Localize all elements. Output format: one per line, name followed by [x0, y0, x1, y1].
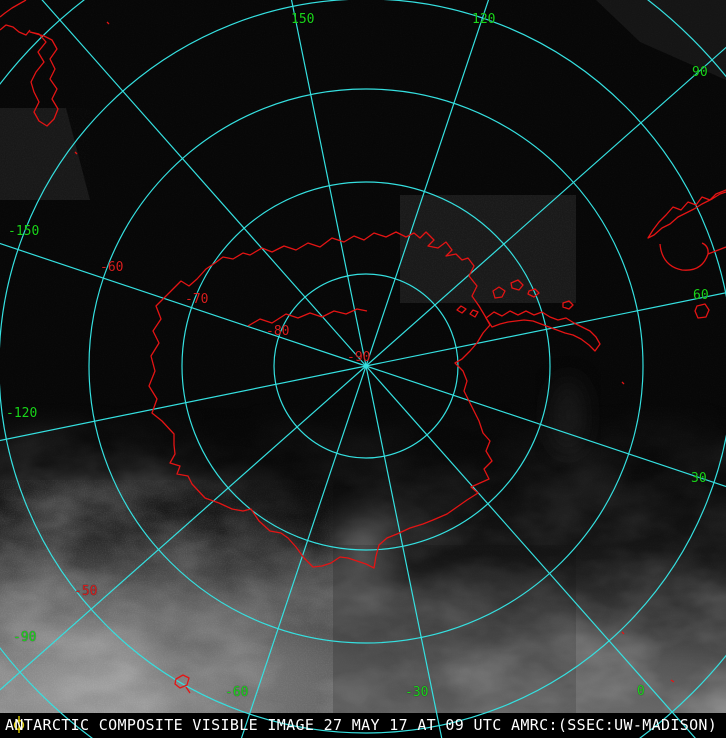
film-grain: [0, 0, 726, 713]
caption-text: ANTARCTIC COMPOSITE VISIBLE IMAGE 27 MAY…: [5, 716, 718, 734]
